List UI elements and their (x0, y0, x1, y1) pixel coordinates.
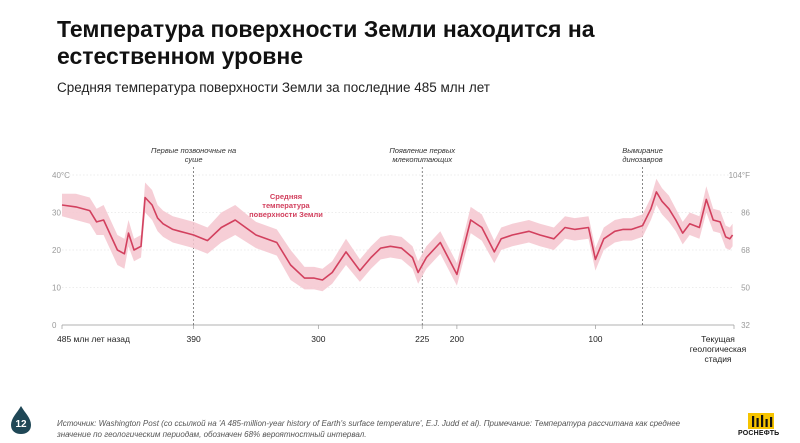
y-tick-label-left: 30 (52, 209, 61, 218)
x-tick-label: 390 (187, 334, 201, 344)
page-subtitle: Средняя температура поверхности Земли за… (57, 80, 490, 95)
y-tick-label-right: 32 (741, 321, 750, 330)
y-tick-label-right: 104°F (729, 171, 751, 180)
page-title: Температура поверхности Земли находится … (57, 16, 595, 69)
series-label: Средняя температура поверхности Земли (249, 192, 323, 219)
page-number: 12 (15, 419, 27, 430)
confidence-band (62, 178, 733, 292)
y-tick-label-right: 68 (741, 246, 750, 255)
event-label: Первые позвоночные на суше (151, 146, 236, 164)
y-tick-label-right: 86 (741, 209, 750, 218)
y-tick-label-left: 40°C (52, 171, 70, 180)
source-note: Источник: Washington Post (со ссылкой на… (57, 419, 681, 439)
y-tick-label-right: 50 (741, 284, 750, 293)
x-tick-label: 100 (588, 334, 602, 344)
x-tick-label: 300 (311, 334, 325, 344)
x-tick-label: Текущая геологическая стадия (690, 334, 747, 364)
logo-text: РОСНЕФТЬ (738, 430, 780, 437)
y-tick-label-left: 20 (52, 246, 61, 255)
series-line (61, 191, 734, 281)
y-tick-label-left: 10 (52, 284, 61, 293)
page-badge-drop-icon (11, 406, 31, 434)
temperature-chart: 40°C 104°F 30 86 20 68 10 50 0 32 Первые позвоночн… (52, 146, 751, 364)
x-tick-label: 200 (450, 334, 464, 344)
x-tick-label: 225 (415, 334, 429, 344)
event-label: Вымирание динозавров (622, 146, 663, 164)
rosneft-logo-icon (748, 413, 774, 429)
event-label: Появление первых млекопитающих (389, 146, 455, 164)
x-tick-label: 485 млн лет назад (57, 334, 130, 344)
y-tick-label-left: 0 (52, 321, 57, 330)
